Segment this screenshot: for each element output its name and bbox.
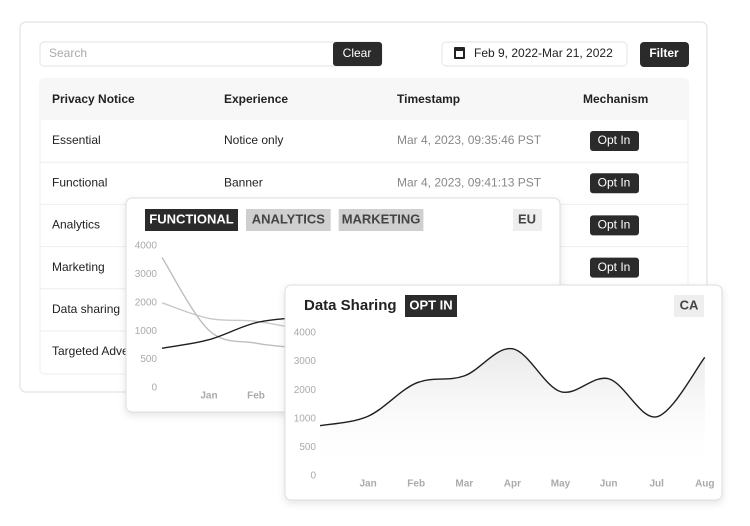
cell: Essential [52,133,101,147]
legend-tag [145,209,238,231]
legend-tag [246,209,331,231]
mechanism: Opt In [598,218,631,232]
x-tick-label: Mar [455,479,473,490]
x-tick-label: May [551,479,571,490]
opt-in-badge [590,215,639,236]
y-tick-label: 0 [310,471,316,482]
column-header: Timestamp [397,92,460,106]
mechanism: Opt In [598,260,631,274]
y-tick-label: 0 [151,383,157,394]
cell: Functional [52,175,107,189]
y-tick-label: 500 [299,442,316,453]
region: EU [518,211,536,226]
x-tick-label: Feb [247,391,265,402]
column-header: Experience [224,92,288,106]
y-tick-label: 3000 [294,356,317,367]
filter-button[interactable] [640,42,689,67]
opt-in-badge [590,131,639,151]
cell: Marketing [52,260,105,274]
clear-label: Clear [343,46,372,60]
x-tick-label: Aug [695,479,714,490]
area-fill [320,348,705,476]
cell: Notice only [224,133,283,147]
y-tick-label: 4000 [294,328,317,339]
opt-in-badge [590,173,639,194]
cell: Banner [224,175,263,189]
y-tick-label: 1000 [294,413,317,424]
cell: Data sharing [52,302,120,316]
region-badge [674,295,704,317]
legend-label: MARKETING [342,211,421,226]
series-tag [405,295,457,317]
x-tick-label: Jul [649,479,664,490]
x-tick-label: Jan [200,391,217,402]
series-name: OPT IN [409,297,452,312]
table-header [40,79,688,120]
line [161,302,304,331]
legend-label: ANALYTICS [252,211,326,226]
filter-label: Filter [649,46,679,60]
calendar-icon [454,47,465,59]
y-tick-label: 4000 [135,241,158,252]
date-range: Feb 9, 2022-Mar 21, 2022 [474,46,613,60]
x-tick-label: Feb [407,479,425,490]
y-tick-label: 2000 [135,297,158,308]
cell: Mar 4, 2023, 09:41:13 PST [397,175,542,189]
mechanism: Opt In [598,175,631,189]
line [161,316,304,349]
legend-tag [338,209,424,231]
x-tick-label: Jun [600,479,618,490]
opt-in-badge [590,257,639,278]
region-badge [513,209,542,231]
x-tick-label: Apr [504,479,521,490]
mechanism: Opt In [598,133,631,147]
y-tick-label: 1000 [135,326,158,337]
column-header: Mechanism [583,92,648,106]
date-picker[interactable] [441,41,628,67]
search-input[interactable] [39,41,383,67]
cell: Analytics [52,218,100,232]
region: CA [680,297,699,312]
legend-label: FUNCTIONAL [149,211,234,226]
y-tick-label: 3000 [135,269,158,280]
y-tick-label: 500 [140,354,157,365]
search-placeholder: Search [49,46,87,60]
y-tick-label: 2000 [294,385,317,396]
cell: Mar 4, 2023, 09:35:46 PST [397,133,542,147]
line [319,348,706,427]
chart-card: Data Sharing OPT IN CA 0 500 1000 2000 3000 4000… [284,284,723,501]
column-header: Privacy Notice [52,92,135,106]
clear-button[interactable] [333,42,382,66]
line [161,256,304,349]
x-tick-label: Jan [359,479,376,490]
chart-title: Data Sharing [304,297,397,314]
